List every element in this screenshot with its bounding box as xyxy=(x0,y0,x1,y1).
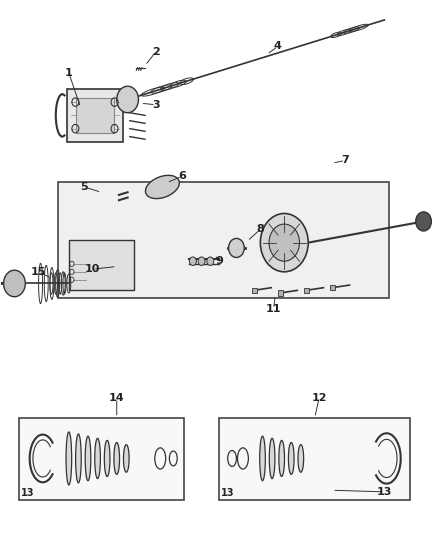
Ellipse shape xyxy=(95,438,100,479)
Bar xyxy=(278,290,283,296)
Text: 13: 13 xyxy=(221,488,234,498)
Bar xyxy=(58,182,389,298)
Ellipse shape xyxy=(279,440,285,477)
Text: 7: 7 xyxy=(341,156,349,165)
Circle shape xyxy=(117,86,138,113)
Ellipse shape xyxy=(104,440,110,477)
Text: 13: 13 xyxy=(377,487,392,497)
Bar xyxy=(219,418,410,500)
Circle shape xyxy=(269,224,300,261)
Text: 6: 6 xyxy=(178,172,186,181)
Bar xyxy=(304,288,309,293)
Text: 4: 4 xyxy=(274,42,282,52)
Text: 2: 2 xyxy=(152,47,160,56)
Ellipse shape xyxy=(114,442,120,474)
Circle shape xyxy=(260,214,308,272)
Ellipse shape xyxy=(76,434,81,483)
Ellipse shape xyxy=(85,436,91,481)
Bar xyxy=(67,89,123,142)
Text: 8: 8 xyxy=(257,224,264,235)
Ellipse shape xyxy=(66,432,72,485)
Text: 14: 14 xyxy=(109,393,124,403)
Bar xyxy=(76,98,114,133)
Ellipse shape xyxy=(124,445,129,472)
Bar xyxy=(252,288,257,293)
Ellipse shape xyxy=(269,438,275,479)
Circle shape xyxy=(189,257,196,265)
Circle shape xyxy=(198,257,205,265)
Circle shape xyxy=(4,270,25,297)
Text: 11: 11 xyxy=(266,304,281,314)
Text: 9: 9 xyxy=(215,256,223,266)
Bar xyxy=(330,285,335,290)
Text: 3: 3 xyxy=(152,100,160,110)
Circle shape xyxy=(207,257,214,265)
Ellipse shape xyxy=(288,442,294,474)
Text: 1: 1 xyxy=(65,68,73,78)
Circle shape xyxy=(416,212,431,231)
Text: 15: 15 xyxy=(31,267,46,277)
Circle shape xyxy=(229,238,244,257)
Text: 5: 5 xyxy=(80,182,88,192)
Ellipse shape xyxy=(298,445,304,472)
Ellipse shape xyxy=(145,175,180,199)
Bar xyxy=(69,240,134,290)
Ellipse shape xyxy=(260,436,265,481)
Text: 13: 13 xyxy=(21,488,34,498)
Bar xyxy=(19,418,184,500)
Text: 10: 10 xyxy=(85,264,100,274)
Text: 12: 12 xyxy=(311,393,327,403)
